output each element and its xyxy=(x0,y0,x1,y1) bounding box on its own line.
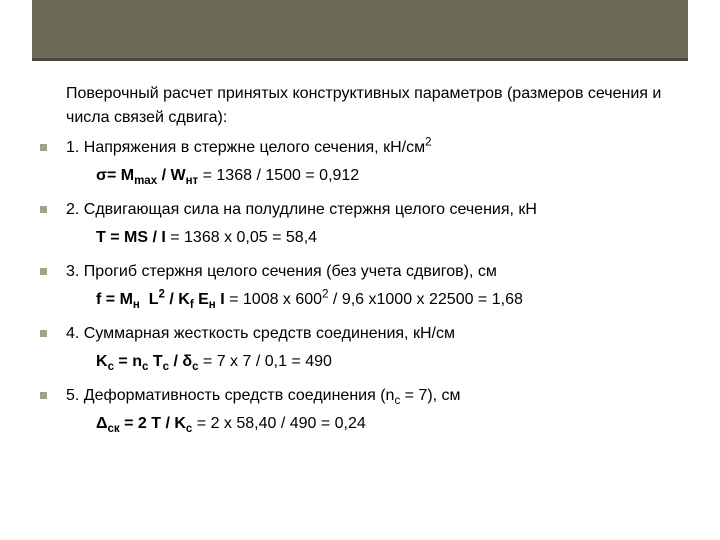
item-title: 5. Деформативность средств соединения (n… xyxy=(66,384,688,408)
list-item: 4. Суммарная жесткость средств соединени… xyxy=(30,322,688,374)
item-title: 3. Прогиб стержня целого сечения (без уч… xyxy=(66,260,688,284)
content-area: Поверочный расчет принятых конструктивны… xyxy=(30,82,688,446)
item-title: 2. Сдвигающая сила на полудлине стержня … xyxy=(66,198,688,222)
list-item: 2. Сдвигающая сила на полудлине стержня … xyxy=(30,198,688,250)
slide: Поверочный расчет принятых конструктивны… xyxy=(0,0,720,540)
item-formula: T = MS / I = 1368 x 0,05 = 58,4 xyxy=(96,226,688,250)
bullet-list: 1. Напряжения в стержне целого сечения, … xyxy=(30,136,688,436)
item-formula: Kc = nc Tc / δc = 7 x 7 / 0,1 = 490 xyxy=(96,350,688,374)
item-formula: σ= Mmax / Wнт = 1368 / 1500 = 0,912 xyxy=(96,164,688,188)
list-item: 5. Деформативность средств соединения (n… xyxy=(30,384,688,436)
item-title: 1. Напряжения в стержне целого сечения, … xyxy=(66,136,688,160)
header-underline xyxy=(32,58,688,61)
list-item: 1. Напряжения в стержне целого сечения, … xyxy=(30,136,688,188)
header-band xyxy=(32,0,688,58)
item-formula: Δск = 2 T / Kc = 2 x 58,40 / 490 = 0,24 xyxy=(96,412,688,436)
intro-text: Поверочный расчет принятых конструктивны… xyxy=(66,82,688,130)
list-item: 3. Прогиб стержня целого сечения (без уч… xyxy=(30,260,688,312)
item-formula: f = Mн L2 / Kf Eн I = 1008 x 6002 / 9,6 … xyxy=(96,288,688,312)
item-title: 4. Суммарная жесткость средств соединени… xyxy=(66,322,688,346)
